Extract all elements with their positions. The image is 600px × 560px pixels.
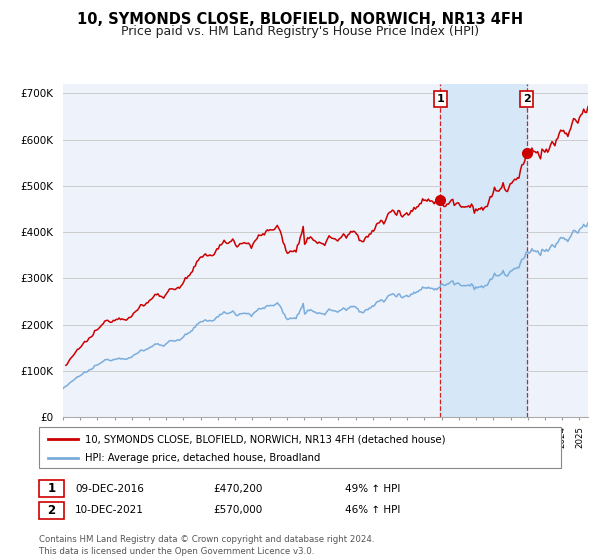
Text: 09-DEC-2016: 09-DEC-2016: [75, 484, 144, 494]
Text: 2: 2: [47, 503, 56, 517]
Text: 1: 1: [47, 482, 56, 496]
Text: 49% ↑ HPI: 49% ↑ HPI: [345, 484, 400, 494]
Text: Price paid vs. HM Land Registry's House Price Index (HPI): Price paid vs. HM Land Registry's House …: [121, 25, 479, 38]
Text: £470,200: £470,200: [213, 484, 262, 494]
Text: 2: 2: [523, 94, 530, 104]
Text: 46% ↑ HPI: 46% ↑ HPI: [345, 505, 400, 515]
Text: Contains HM Land Registry data © Crown copyright and database right 2024.
This d: Contains HM Land Registry data © Crown c…: [39, 535, 374, 556]
Text: 1: 1: [437, 94, 445, 104]
Bar: [440, 84, 527, 417]
Text: 10, SYMONDS CLOSE, BLOFIELD, NORWICH, NR13 4FH (detached house): 10, SYMONDS CLOSE, BLOFIELD, NORWICH, NR…: [85, 435, 446, 445]
Text: £570,000: £570,000: [213, 505, 262, 515]
Text: HPI: Average price, detached house, Broadland: HPI: Average price, detached house, Broa…: [85, 452, 320, 463]
Text: 10-DEC-2021: 10-DEC-2021: [75, 505, 144, 515]
Text: 10, SYMONDS CLOSE, BLOFIELD, NORWICH, NR13 4FH: 10, SYMONDS CLOSE, BLOFIELD, NORWICH, NR…: [77, 12, 523, 27]
